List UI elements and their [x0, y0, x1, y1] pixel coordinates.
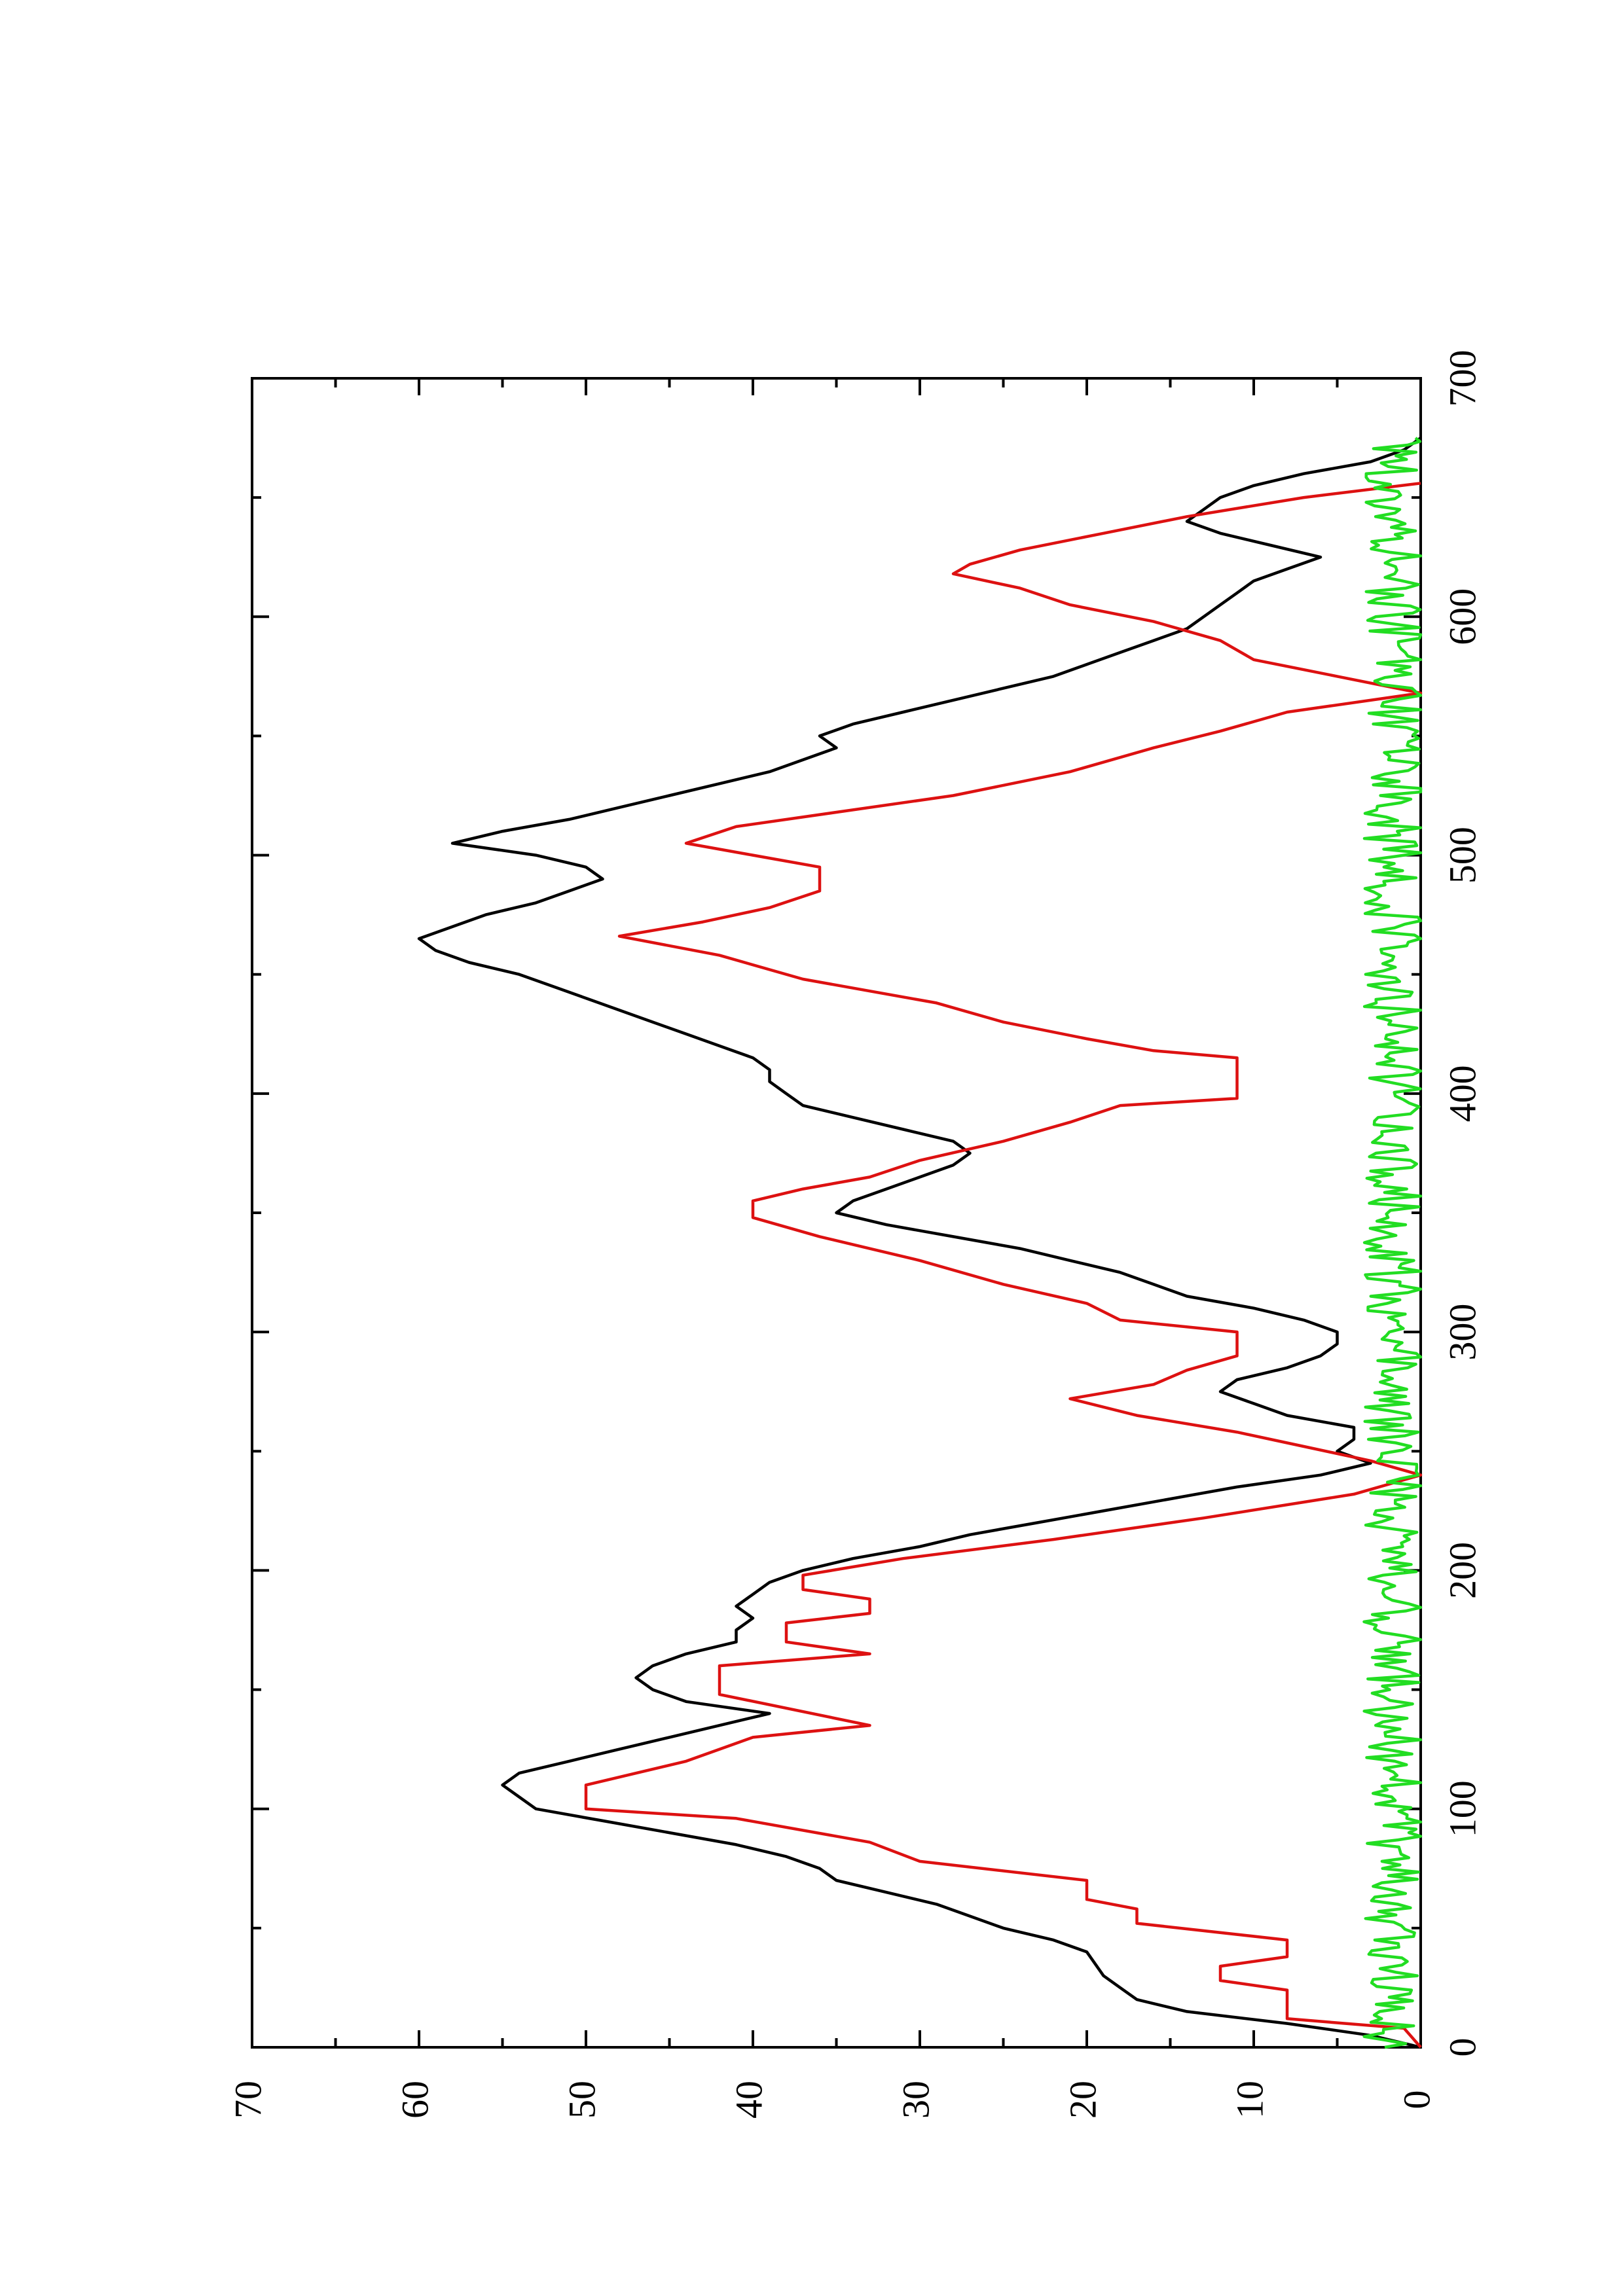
x-tick-label: 200 — [1441, 1542, 1484, 1599]
y-tick-label: 70 — [227, 2081, 269, 2119]
x-tick-label: 0 — [1441, 2038, 1484, 2057]
series-line-2 — [584, 482, 1423, 2049]
y-tick-label: 30 — [894, 2081, 937, 2119]
series-line-1 — [417, 437, 1422, 2049]
y-tick-label: 40 — [727, 2081, 770, 2119]
x-tick-label: 500 — [1441, 827, 1484, 884]
x-tick-label: 700 — [1441, 350, 1484, 407]
series-layer — [417, 437, 1423, 2049]
x-tick-label: 300 — [1441, 1304, 1484, 1361]
y-tick-label: 50 — [560, 2081, 603, 2119]
x-tick-label: 400 — [1441, 1065, 1484, 1122]
series-line-3 — [1362, 437, 1423, 2049]
y-tick-label: 20 — [1061, 2081, 1104, 2119]
x-tick-label: 600 — [1441, 588, 1484, 645]
x-tick-label: 100 — [1441, 1780, 1484, 1837]
y-tick-label: 10 — [1228, 2081, 1271, 2119]
y-tick-label: 0 — [1395, 2090, 1438, 2109]
y-tick-label: 60 — [393, 2081, 436, 2119]
tick-labels: 0 100 200 300 400 500 600 700 0 10 20 30 40 50 60 70 — [227, 350, 1484, 2119]
